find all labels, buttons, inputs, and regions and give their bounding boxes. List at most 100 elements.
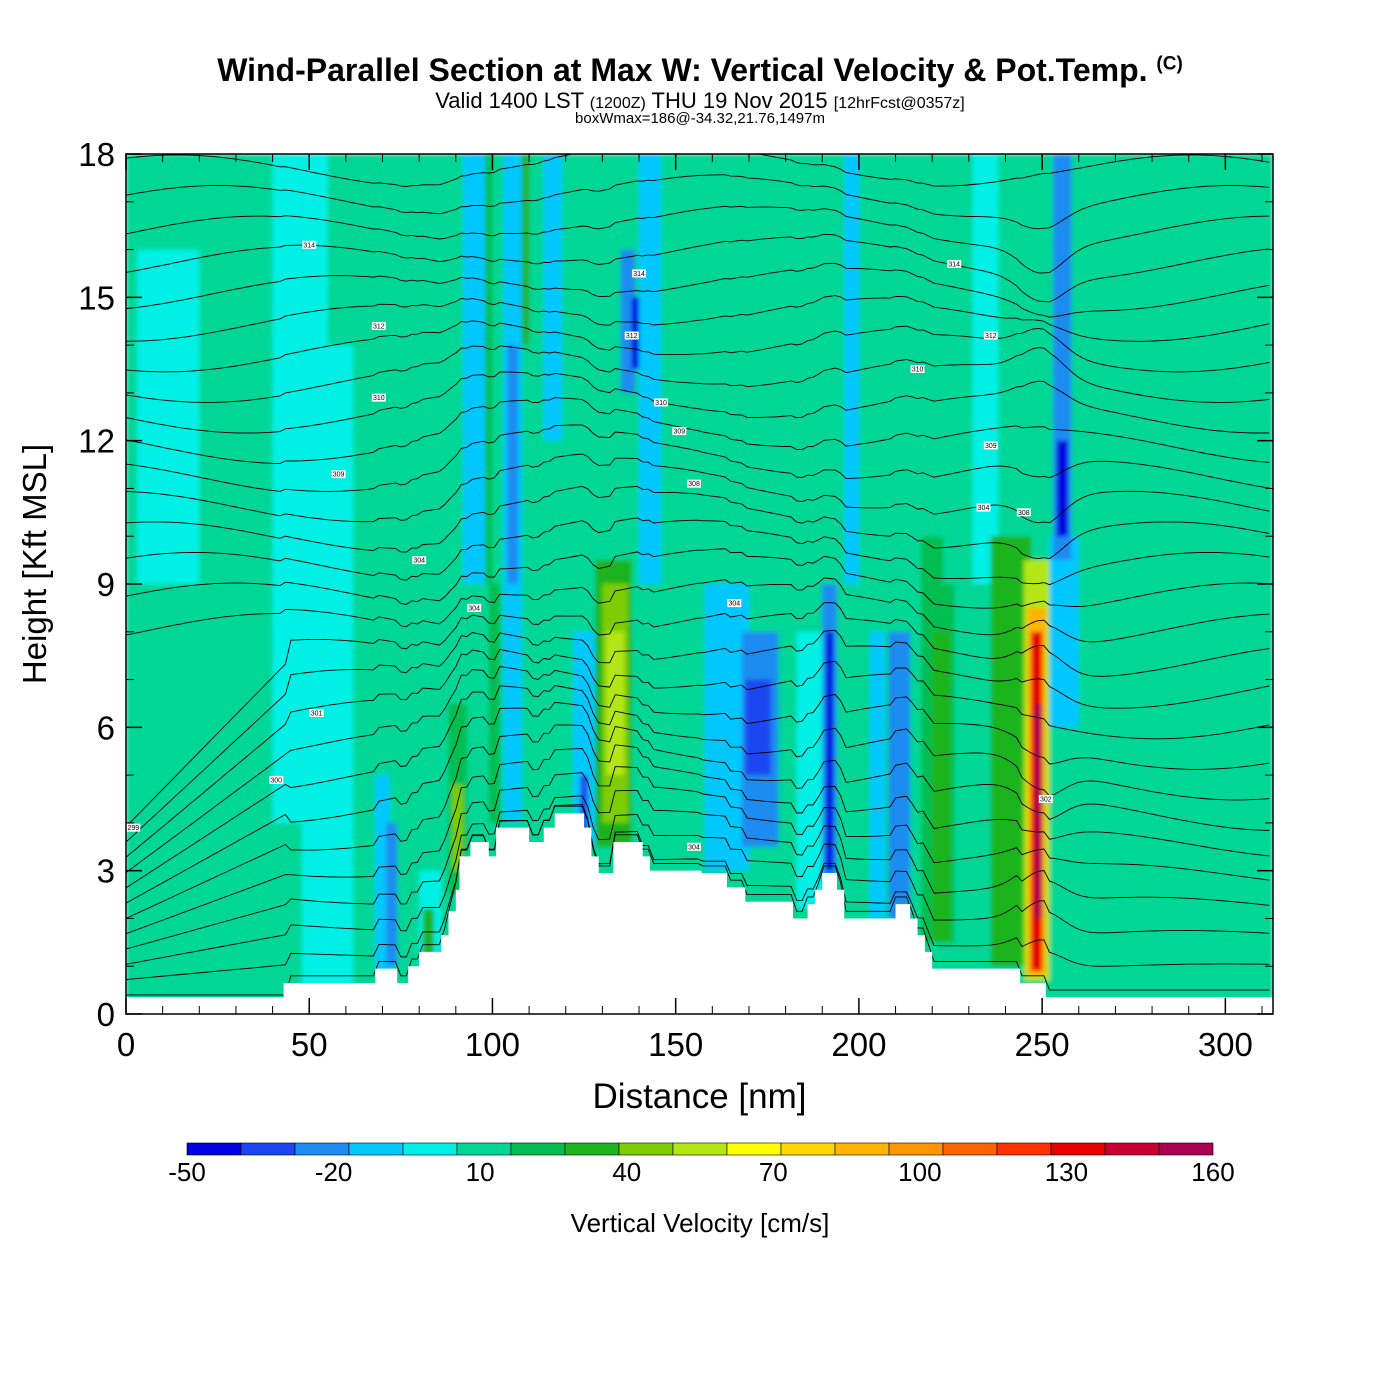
colorbar-cell-5	[456, 1142, 512, 1156]
colorbar-cell-6	[510, 1142, 566, 1156]
contour-label-6: 310	[371, 393, 386, 402]
velocity-cell-50	[1078, 584, 1189, 995]
svg-text:312: 312	[985, 333, 997, 340]
colorbar-cell-11	[780, 1142, 836, 1156]
svg-text:304: 304	[468, 605, 480, 612]
velocity-cell-1	[136, 249, 200, 585]
colorbar-cell-14	[942, 1142, 998, 1156]
colorbar-tick-label-130: 130	[1045, 1157, 1088, 1187]
contour-label-21: 308	[1016, 508, 1031, 517]
velocity-cell-39	[943, 154, 973, 584]
colorbar-cell-8	[618, 1142, 674, 1156]
velocity-cell-13	[485, 154, 493, 584]
colorbar-cell-12	[834, 1142, 890, 1156]
velocity-cell-24	[606, 631, 625, 776]
theta-contours	[126, 154, 1270, 996]
colorbar-label: Vertical Velocity [cm/s]	[571, 1208, 830, 1238]
velocity-cell-30	[745, 679, 771, 776]
theta-contour-296	[126, 772, 1270, 950]
velocity-cell-34	[844, 154, 859, 584]
y-tick-label-15: 15	[78, 279, 115, 316]
contour-labels: 299 300 301 304 304 309 310 312 314 314 312 310 309 3…	[126, 240, 1053, 851]
y-tick-label-18: 18	[78, 136, 115, 173]
velocity-cell-27	[639, 154, 662, 584]
velocity-cell-20	[573, 631, 596, 847]
velocity-cell-4	[327, 345, 354, 1014]
colorbar-cell-1	[240, 1142, 296, 1156]
colorbar-tick-label--20: -20	[315, 1157, 353, 1187]
theta-contour-324	[126, 424, 1270, 492]
svg-text:302: 302	[1040, 797, 1052, 804]
svg-text:299: 299	[127, 825, 139, 832]
contour-label-20: 304	[976, 503, 991, 512]
svg-text:310: 310	[373, 395, 385, 402]
theta-contour-340	[126, 205, 1270, 274]
terrain	[126, 813, 1273, 1014]
theta-contour-338	[126, 233, 1270, 303]
x-tick-label-250: 250	[1015, 1026, 1070, 1063]
svg-text:304: 304	[688, 844, 700, 851]
svg-text:304: 304	[413, 558, 425, 565]
theta-contour-330	[126, 345, 1270, 403]
velocity-cell-12	[463, 154, 489, 584]
contour-label-5: 309	[331, 470, 346, 479]
svg-text:308: 308	[1018, 510, 1030, 517]
valid-date: THU 19 Nov 2015	[651, 88, 828, 113]
velocity-cell-47	[1049, 536, 1079, 728]
y-tick-label-12: 12	[78, 423, 115, 460]
theta-contour-344	[126, 154, 1270, 187]
contour-label-22: 302	[1038, 795, 1053, 804]
theta-contour-318	[126, 517, 1270, 586]
contour-label-9: 314	[632, 269, 647, 278]
theta-contour-310	[126, 629, 1270, 843]
theta-contour-334	[126, 295, 1270, 342]
svg-text:309: 309	[985, 443, 997, 450]
velocity-cell-2	[272, 154, 302, 823]
contour-label-12: 309	[672, 427, 687, 436]
axes: 0 50 100 150 200 250 300 0 3 6 9 12 15 18 Distance [nm…	[16, 136, 1273, 1116]
contour-label-16: 310	[910, 365, 925, 374]
velocity-cell-16	[507, 345, 519, 584]
contour-label-11: 310	[654, 398, 669, 407]
theta-contour-304	[126, 685, 1270, 889]
velocity-cell-18	[543, 154, 563, 441]
contour-label-7: 312	[371, 322, 386, 331]
contour-label-4: 304	[467, 603, 482, 612]
theta-contour-290	[126, 805, 1270, 996]
theta-contour-308	[126, 648, 1270, 858]
velocity-cell-42	[998, 584, 1028, 967]
x-axis-label: Distance [nm]	[593, 1077, 807, 1116]
velocity-cell-36	[888, 631, 911, 919]
colorbar-tick-label-70: 70	[759, 1157, 788, 1187]
velocity-cell-3	[301, 154, 328, 1014]
contour-label-2: 301	[309, 709, 324, 718]
y-tick-label-3: 3	[97, 853, 115, 890]
svg-text:309: 309	[674, 429, 686, 436]
x-tick-label-300: 300	[1198, 1026, 1253, 1063]
colorbar-cell-9	[672, 1142, 728, 1156]
svg-text:309: 309	[333, 472, 345, 479]
theta-contour-326	[126, 397, 1270, 464]
svg-text:304: 304	[978, 505, 990, 512]
theta-contour-302	[126, 701, 1270, 904]
y-tick-label-6: 6	[97, 709, 115, 746]
colorbar-tick-label-160: 160	[1191, 1157, 1234, 1187]
colorbar-cell-17	[1104, 1142, 1160, 1156]
svg-text:310: 310	[912, 367, 924, 374]
svg-text:314: 314	[948, 261, 960, 268]
contour-label-3: 304	[412, 556, 427, 565]
theta-contour-298	[126, 748, 1270, 935]
velocity-cell-14	[488, 584, 500, 823]
colorbar-cell-10	[726, 1142, 782, 1156]
svg-text:312: 312	[373, 324, 385, 331]
chart-title: Wind-Parallel Section at Max W: Vertical…	[0, 52, 1400, 89]
colorbar-tick-label-10: 10	[466, 1157, 495, 1187]
theta-contour-300	[126, 724, 1270, 919]
chart-title-text: Wind-Parallel Section at Max W: Vertical…	[217, 52, 1148, 88]
theta-contour-322	[126, 453, 1270, 524]
colorbar-cell-4	[402, 1142, 458, 1156]
colorbar-cell-15	[996, 1142, 1052, 1156]
contour-label-8: 314	[302, 240, 317, 249]
contour-label-1: 300	[269, 775, 284, 784]
contour-label-19: 309	[983, 441, 998, 450]
